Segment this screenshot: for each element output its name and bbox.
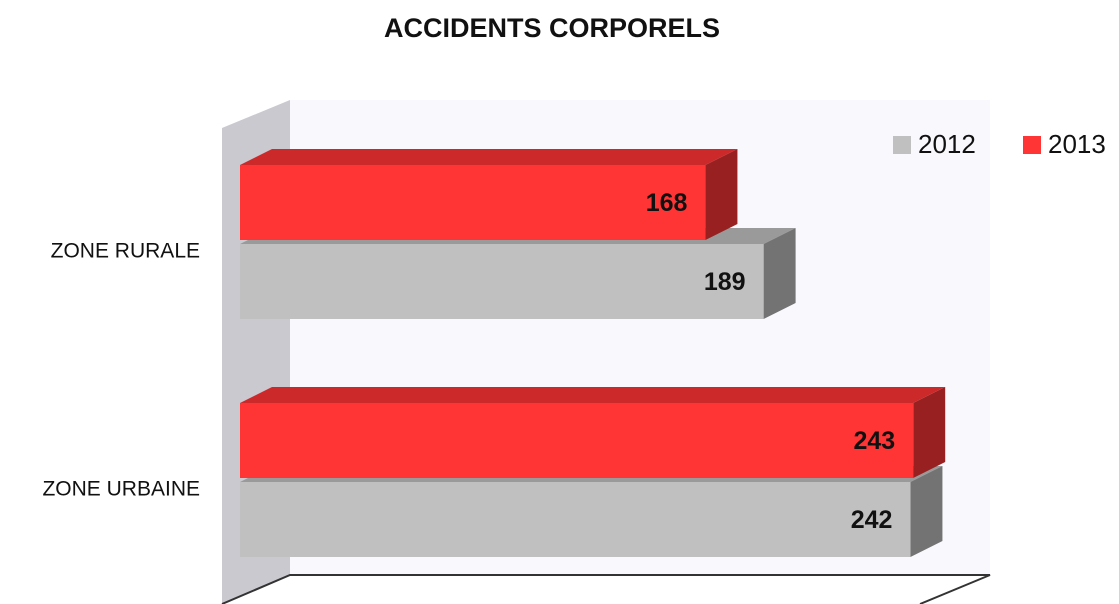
- floor-edge: [221, 574, 991, 604]
- legend-swatch: [893, 136, 911, 154]
- value-label: 189: [704, 268, 746, 296]
- category-label: ZONE RURALE: [51, 240, 200, 263]
- bar-side: [910, 466, 943, 557]
- bar-top: [240, 149, 738, 165]
- legend-swatch: [1023, 136, 1041, 154]
- bar: [240, 482, 911, 557]
- value-label: 242: [851, 506, 893, 534]
- value-label: 243: [853, 427, 895, 455]
- legend-label: 2012: [918, 129, 976, 159]
- bar: [240, 403, 914, 478]
- chart-title: ACCIDENTS CORPORELS: [384, 13, 720, 43]
- bar: [240, 244, 764, 319]
- bar-side: [763, 228, 796, 319]
- value-label: 168: [646, 189, 688, 217]
- bar-side: [913, 387, 946, 478]
- bar-side: [705, 149, 738, 240]
- bar-top: [240, 387, 946, 403]
- legend-label: 2013: [1048, 129, 1106, 159]
- category-label: ZONE URBAINE: [42, 478, 200, 501]
- bar: [240, 165, 706, 240]
